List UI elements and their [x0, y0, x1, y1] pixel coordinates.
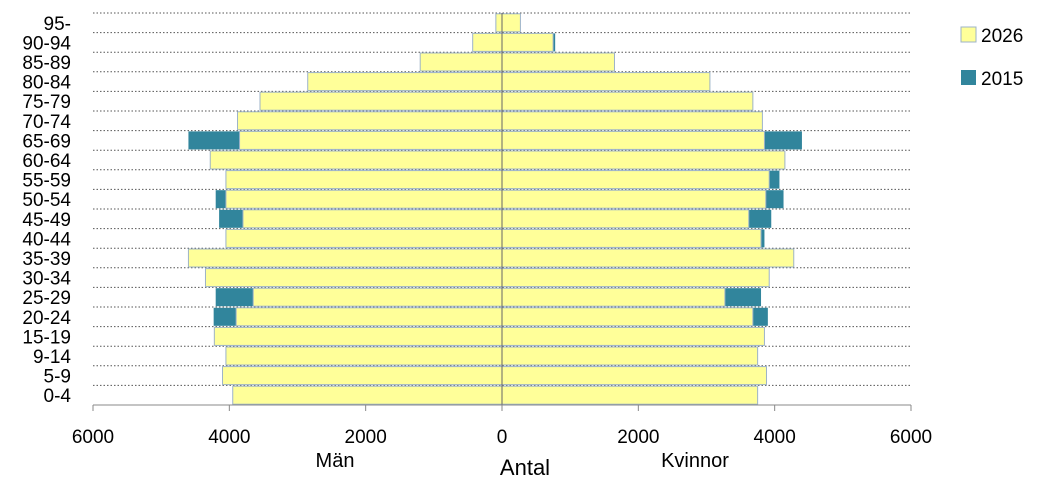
age-group-label: 75-79 — [22, 92, 71, 113]
age-group-label: 60-64 — [22, 151, 71, 172]
bar-men-2026-95- — [495, 13, 503, 33]
age-group-label: 15-19 — [22, 327, 71, 348]
x-tick-label: 4000 — [208, 427, 250, 448]
women-label: Kvinnor — [661, 450, 729, 472]
bar-women-2026-55-59 — [501, 170, 770, 190]
men-label: Män — [316, 450, 355, 472]
age-group-label: 45-49 — [22, 210, 71, 231]
bar-women-2026-9-14 — [501, 346, 759, 366]
legend-label-2015: 2015 — [981, 69, 1023, 90]
bar-men-2026-25-29 — [252, 287, 503, 307]
axes — [92, 13, 912, 411]
age-group-label: 90-94 — [22, 33, 71, 54]
bar-women-2026-75-79 — [501, 91, 754, 111]
x-tick-label: 2000 — [617, 427, 659, 448]
age-group-label: 70-74 — [22, 112, 71, 133]
legend: 2026 2015 — [960, 26, 1023, 90]
bar-women-2026-0-4 — [501, 385, 759, 405]
bar-men-2026-60-64 — [209, 150, 503, 170]
age-group-label: 25-29 — [22, 288, 71, 309]
age-group-label: 40-44 — [22, 229, 71, 250]
bar-women-2026-50-54 — [501, 189, 767, 209]
x-tick-label: 4000 — [754, 427, 796, 448]
bar-men-2026-65-69 — [239, 130, 503, 150]
bar-women-2026-90-94 — [501, 32, 554, 52]
age-group-label: 80-84 — [22, 73, 71, 94]
bar-women-2026-95- — [501, 13, 521, 33]
bar-men-2026-0-4 — [232, 385, 503, 405]
age-group-label: 0-4 — [44, 386, 72, 407]
x-tick-label: 6000 — [890, 427, 932, 448]
x-tick-label: 6000 — [72, 427, 114, 448]
bar-women-2026-80-84 — [501, 72, 711, 92]
legend-swatch-2015 — [961, 70, 976, 85]
age-group-labels: 0-45-99-1415-1920-2425-2930-3435-3940-44… — [22, 14, 71, 407]
bar-women-2026-45-49 — [501, 209, 750, 229]
legend-swatch-2026 — [960, 26, 977, 43]
age-group-label: 50-54 — [22, 190, 71, 211]
bar-women-2026-60-64 — [501, 150, 786, 170]
bar-women-2026-35-39 — [501, 248, 795, 268]
age-group-label: 35-39 — [22, 249, 71, 270]
bar-women-2026-40-44 — [501, 228, 762, 248]
bar-women-2026-5-9 — [501, 366, 767, 386]
age-group-label: 65-69 — [22, 131, 71, 152]
bar-women-2026-30-34 — [501, 268, 770, 288]
bar-women-2026-70-74 — [501, 111, 763, 131]
bar-women-2026-25-29 — [501, 287, 726, 307]
x-axis-title: Antal — [500, 455, 550, 478]
bar-men-2026-50-54 — [225, 189, 503, 209]
bar-men-2026-70-74 — [237, 111, 503, 131]
bar-men-2026-35-39 — [187, 248, 503, 268]
bar-men-2026-30-34 — [204, 268, 503, 288]
age-group-label: 20-24 — [22, 308, 71, 329]
bar-men-2026-15-19 — [213, 326, 503, 346]
bar-women-2026-85-89 — [501, 52, 615, 72]
age-group-label: 30-34 — [22, 269, 71, 290]
age-group-label: 55-59 — [22, 171, 71, 192]
bar-men-2026-9-14 — [225, 346, 503, 366]
bar-men-2026-40-44 — [225, 228, 503, 248]
bar-men-2026-5-9 — [222, 366, 503, 386]
legend-label-2026: 2026 — [981, 26, 1023, 47]
bar-men-2026-85-89 — [419, 52, 503, 72]
bar-men-2026-90-94 — [472, 32, 503, 52]
age-group-label: 95- — [44, 14, 71, 35]
x-tick-label: 0 — [497, 427, 508, 448]
x-tick-label: 2000 — [345, 427, 387, 448]
bar-men-2026-80-84 — [307, 72, 503, 92]
bar-men-2026-75-79 — [259, 91, 503, 111]
age-group-label: 9-14 — [33, 347, 71, 368]
age-group-label: 5-9 — [44, 367, 71, 388]
bar-women-2026-15-19 — [501, 326, 765, 346]
x-tick-labels: 6000 4000 2000 0 2000 4000 6000 — [72, 427, 932, 448]
bar-men-2026-45-49 — [242, 209, 503, 229]
bar-women-2026-65-69 — [501, 130, 765, 150]
bar-men-2026-55-59 — [225, 170, 503, 190]
bar-men-2026-20-24 — [235, 307, 503, 327]
bar-women-2026-20-24 — [501, 307, 754, 327]
age-group-label: 85-89 — [22, 53, 71, 74]
bars-2026 — [187, 13, 795, 405]
